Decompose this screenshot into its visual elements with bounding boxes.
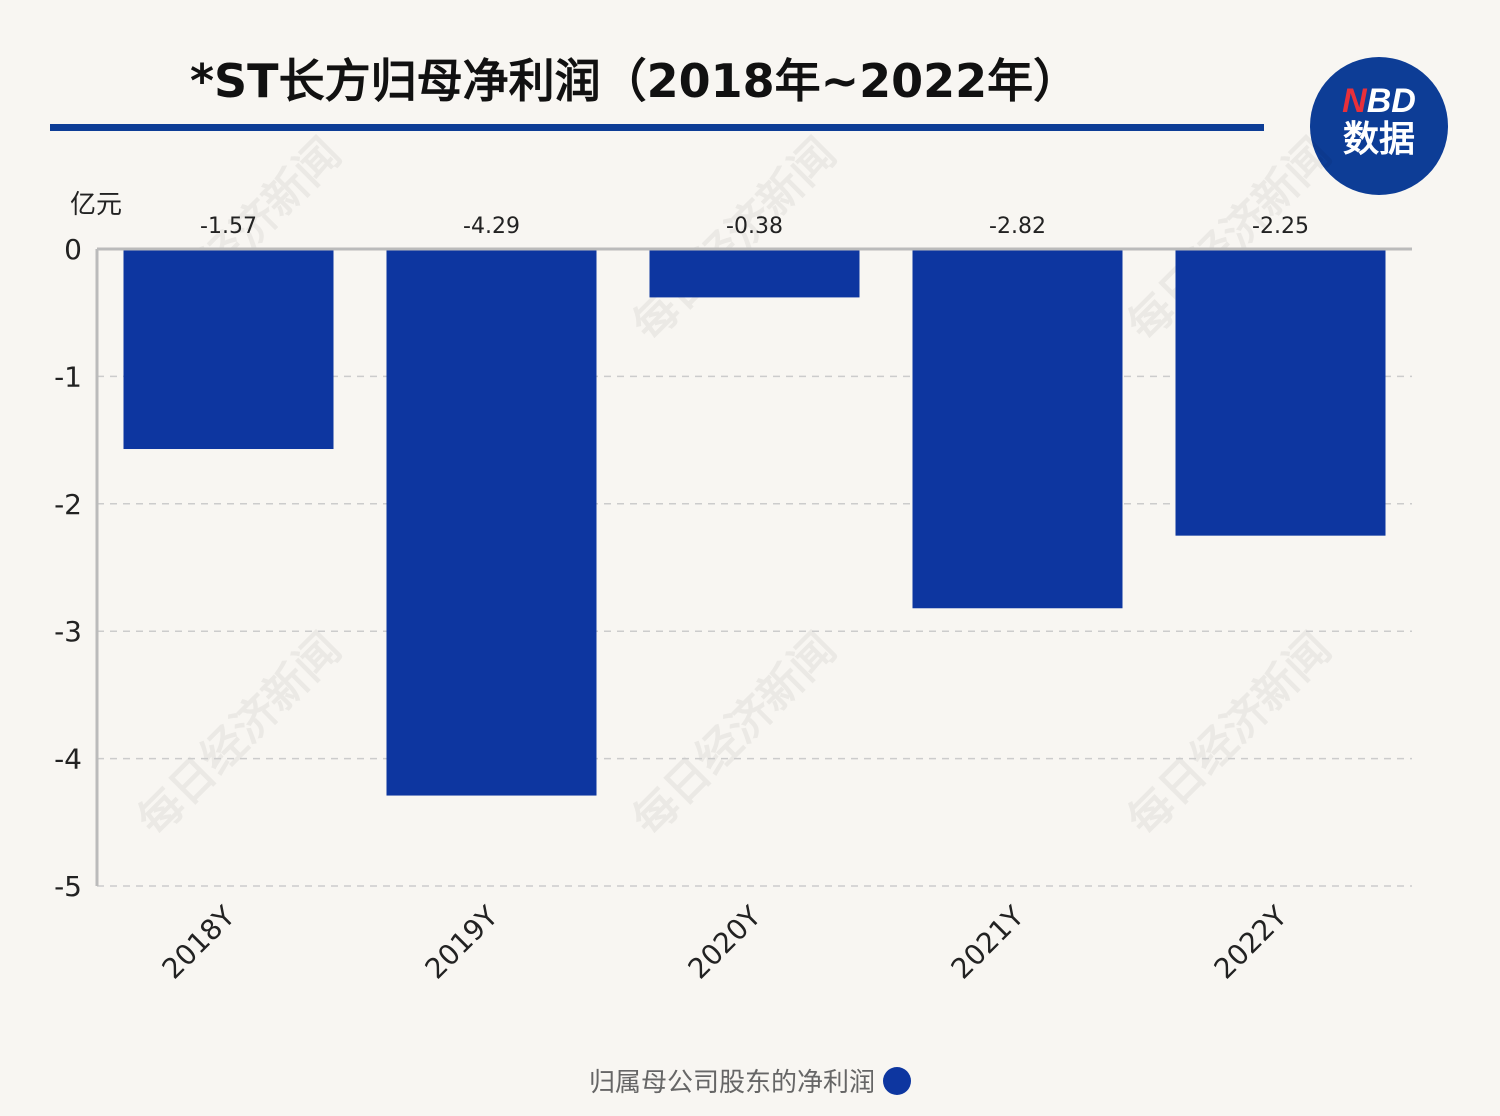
legend-swatch <box>883 1067 911 1095</box>
bar <box>1175 249 1386 536</box>
watermark-text: 每日经济新闻 <box>1118 623 1341 846</box>
data-label: -0.38 <box>726 214 783 239</box>
legend: 归属母公司股东的净利润 <box>0 1062 1500 1099</box>
bar <box>386 249 597 796</box>
watermark-text: 每日经济新闻 <box>623 623 846 846</box>
y-axis-unit: 亿元 <box>70 190 122 220</box>
x-tick-label: 2021Y <box>945 899 1031 985</box>
watermark-text: 每日经济新闻 <box>623 128 846 351</box>
data-label: -2.25 <box>1252 214 1309 239</box>
title-rule <box>50 124 1264 131</box>
y-tick-label: -5 <box>54 870 82 903</box>
y-tick-label: -1 <box>54 360 82 393</box>
watermark-text: 每日经济新闻 <box>128 623 351 846</box>
data-label: -2.82 <box>989 214 1046 239</box>
legend-label: 归属母公司股东的净利润 <box>588 1068 875 1098</box>
data-label: -1.57 <box>200 214 257 239</box>
y-tick-label: 0 <box>64 233 82 266</box>
y-tick-label: -3 <box>54 615 82 648</box>
x-tick-label: 2018Y <box>156 899 242 985</box>
bar <box>912 249 1123 609</box>
x-tick-label: 2022Y <box>1208 899 1294 985</box>
y-tick-label: -4 <box>54 743 82 776</box>
bar <box>123 249 334 450</box>
data-label: -4.29 <box>463 214 520 239</box>
nbd-logo: NBD 数据 <box>1310 57 1448 195</box>
x-tick-label: 2019Y <box>419 899 505 985</box>
bar <box>649 249 860 298</box>
x-tick-label: 2020Y <box>682 899 768 985</box>
y-tick-label: -2 <box>54 488 82 521</box>
chart-title: *ST长方归母净利润（2018年~2022年） <box>190 54 1080 108</box>
